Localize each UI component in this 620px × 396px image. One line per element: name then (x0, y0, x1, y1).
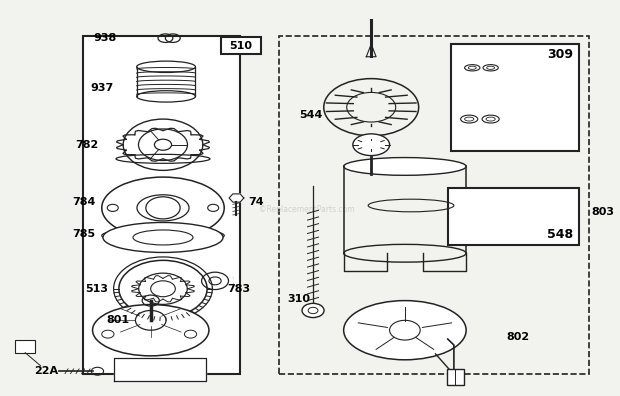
Circle shape (302, 303, 324, 318)
Circle shape (113, 257, 213, 321)
Text: 801: 801 (106, 315, 130, 326)
Text: 782: 782 (76, 140, 99, 150)
Text: 938: 938 (94, 33, 117, 43)
Ellipse shape (343, 301, 466, 360)
Text: 803: 803 (591, 207, 614, 217)
Circle shape (116, 114, 210, 175)
Ellipse shape (136, 61, 195, 72)
Polygon shape (229, 194, 244, 202)
Text: 802: 802 (506, 332, 529, 342)
Text: 510: 510 (229, 41, 252, 51)
Text: 22A: 22A (34, 366, 58, 376)
Ellipse shape (103, 223, 223, 253)
Ellipse shape (92, 305, 209, 356)
Bar (448, 188, 580, 246)
Text: 513: 513 (85, 284, 108, 294)
Text: 783: 783 (228, 284, 250, 294)
Bar (280, 36, 588, 373)
Text: 784: 784 (73, 197, 95, 207)
Text: 74: 74 (249, 197, 264, 207)
Ellipse shape (102, 177, 224, 239)
Bar (446, 369, 464, 385)
Ellipse shape (353, 134, 389, 156)
Bar (451, 44, 580, 150)
Text: 937: 937 (91, 82, 114, 93)
Circle shape (196, 269, 234, 293)
Text: ©ReplacementParts.com: ©ReplacementParts.com (259, 206, 355, 214)
Bar (136, 67, 195, 96)
Ellipse shape (343, 158, 466, 175)
Bar (221, 37, 261, 54)
Text: 309: 309 (547, 48, 574, 61)
Text: 785: 785 (73, 228, 95, 238)
Polygon shape (114, 358, 206, 381)
Text: 544: 544 (299, 110, 322, 120)
Text: 310: 310 (287, 293, 310, 304)
Bar (83, 36, 239, 373)
Text: 548: 548 (547, 228, 574, 242)
Bar (16, 340, 35, 353)
